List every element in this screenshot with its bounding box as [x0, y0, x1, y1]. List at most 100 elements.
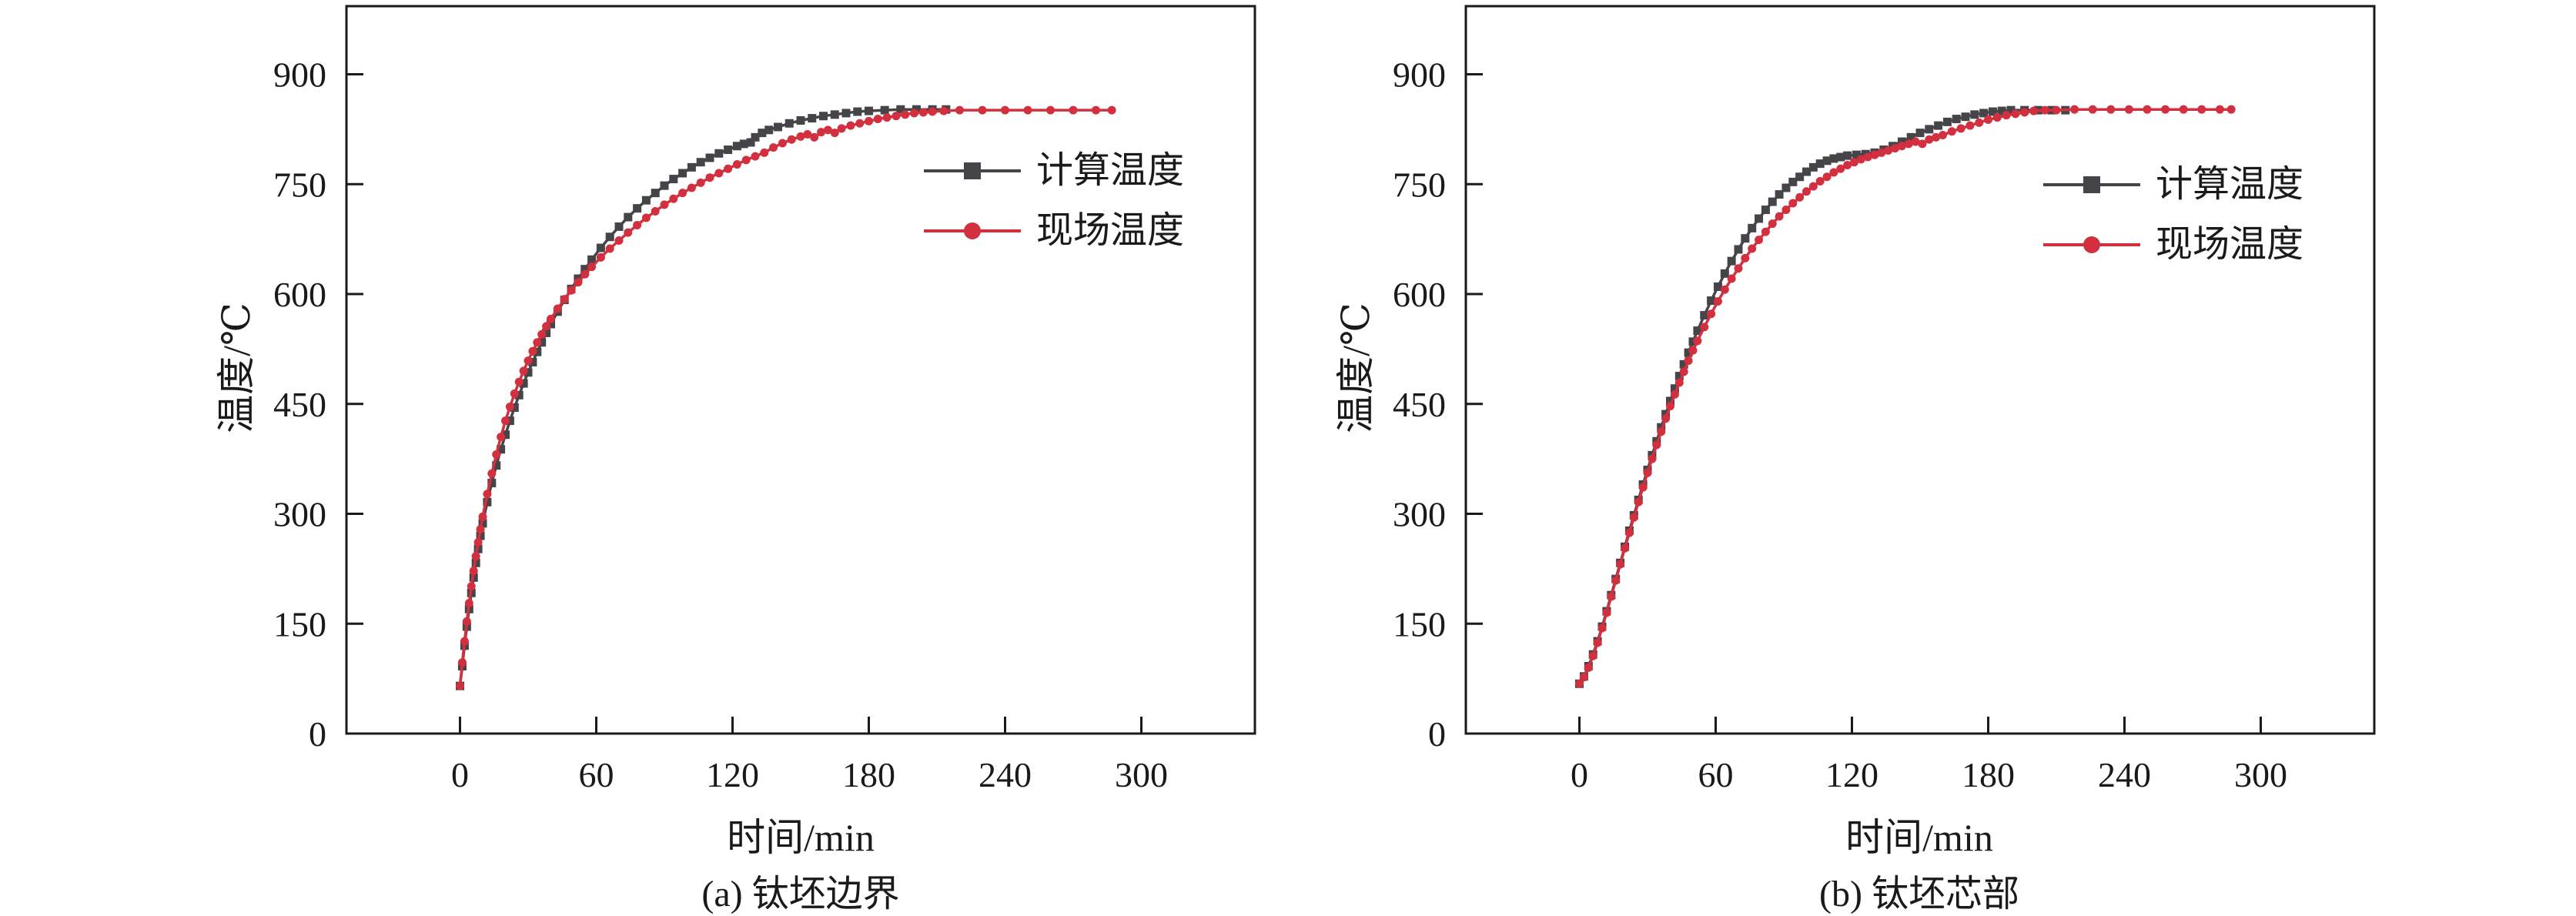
series-marker-square-0 — [865, 106, 873, 115]
series-marker-square-0 — [505, 416, 514, 426]
series-marker-square-0 — [624, 212, 633, 222]
series-marker-circle-0 — [669, 194, 678, 203]
series-marker-circle-0 — [865, 116, 873, 125]
y-tick-label-0: 150 — [273, 604, 326, 644]
series-line-circle-0 — [458, 109, 1112, 687]
series-marker-circle-0 — [978, 105, 987, 115]
series-marker-circle-0 — [651, 206, 660, 216]
series-marker-square-1 — [1829, 154, 1838, 163]
series-marker-circle-0 — [787, 135, 796, 144]
series-marker-circle-0 — [823, 125, 832, 135]
series-marker-circle-0 — [1046, 105, 1055, 115]
series-marker-square-1 — [1997, 106, 2006, 115]
series-marker-circle-1 — [1939, 130, 1947, 139]
series-marker-circle-1 — [1688, 346, 1698, 355]
series-marker-square-0 — [819, 112, 828, 121]
series-marker-circle-1 — [1992, 113, 2002, 122]
series-marker-circle-1 — [1815, 176, 1825, 186]
series-marker-circle-0 — [605, 244, 614, 253]
series-marker-circle-1 — [2070, 105, 2079, 114]
series-marker-circle-0 — [462, 617, 471, 626]
series-marker-circle-1 — [1579, 673, 1588, 682]
series-marker-square-1 — [1768, 197, 1777, 206]
series-marker-circle-0 — [760, 148, 769, 157]
series-marker-circle-0 — [614, 236, 624, 246]
series-marker-circle-0 — [574, 278, 583, 287]
legend-label-calculated-a: 计算温度 — [1036, 150, 1185, 191]
series-marker-square-1 — [1815, 159, 1825, 169]
series-marker-circle-1 — [1634, 497, 1643, 506]
series-marker-square-0 — [669, 175, 678, 184]
x-tick-label-1: 0 — [1571, 755, 1588, 794]
series-marker-circle-1 — [1624, 528, 1634, 537]
series-marker-square-1 — [1906, 132, 1915, 142]
series-marker-circle-1 — [1843, 161, 1852, 170]
legend-marker-square-1 — [2083, 176, 2100, 193]
series-line-square-1 — [1578, 109, 2066, 685]
series-marker-circle-1 — [1575, 679, 1584, 688]
series-marker-square-1 — [1822, 156, 1832, 165]
series-marker-square-0 — [497, 445, 506, 454]
series-marker-square-0 — [705, 153, 714, 162]
series-marker-square-0 — [739, 139, 748, 149]
series-marker-square-0 — [542, 328, 551, 337]
series-marker-square-0 — [587, 255, 597, 264]
series-marker-square-0 — [912, 105, 921, 114]
series-marker-circle-0 — [660, 200, 669, 209]
series-marker-circle-0 — [553, 304, 562, 313]
series-marker-circle-1 — [1597, 623, 1607, 633]
series-marker-circle-1 — [1748, 244, 1757, 253]
series-marker-square-0 — [796, 115, 805, 125]
series-marker-circle-1 — [1932, 132, 1941, 142]
series-marker-square-1 — [1934, 121, 1943, 130]
series-marker-circle-0 — [497, 433, 506, 442]
series-marker-circle-1 — [1984, 115, 1992, 125]
series-marker-circle-0 — [837, 124, 846, 133]
x-tick-label-1: 120 — [1825, 755, 1878, 794]
series-marker-circle-0 — [939, 106, 948, 115]
series-marker-circle-0 — [537, 329, 547, 339]
series-marker-circle-0 — [928, 107, 937, 116]
y-tick-label-1: 300 — [1393, 495, 1446, 534]
series-marker-square-1 — [1775, 190, 1784, 199]
series-marker-square-0 — [785, 119, 794, 128]
series-marker-circle-0 — [910, 109, 918, 118]
series-marker-square-1 — [1688, 337, 1698, 346]
series-marker-circle-1 — [1884, 145, 1893, 155]
series-marker-circle-1 — [1602, 608, 1611, 617]
series-marker-circle-0 — [567, 286, 576, 295]
series-marker-circle-1 — [1768, 219, 1777, 229]
series-marker-circle-0 — [705, 173, 714, 182]
series-marker-circle-1 — [1761, 227, 1770, 236]
series-marker-circle-1 — [1607, 592, 1616, 601]
series-marker-square-0 — [724, 145, 733, 155]
series-marker-circle-0 — [560, 295, 569, 304]
series-marker-circle-1 — [1918, 139, 1927, 149]
series-marker-square-0 — [746, 138, 755, 147]
series-marker-square-1 — [1942, 117, 1952, 126]
series-marker-circle-0 — [741, 155, 751, 165]
series-marker-circle-0 — [460, 637, 469, 646]
series-marker-circle-0 — [505, 403, 514, 412]
series-marker-circle-1 — [1925, 135, 1934, 144]
series-marker-circle-0 — [501, 416, 510, 426]
y-axis-title-a: 温度/℃ — [215, 303, 258, 433]
legend-marker-circle-1 — [2083, 236, 2100, 253]
series-marker-circle-1 — [1947, 127, 1956, 136]
series-marker-circle-0 — [1107, 105, 1116, 115]
series-marker-circle-0 — [1092, 105, 1100, 115]
series-marker-square-0 — [678, 169, 687, 178]
series-marker-circle-0 — [587, 262, 597, 272]
series-marker-circle-0 — [873, 115, 882, 124]
x-axis-title-b: 时间/min — [1845, 816, 1993, 859]
x-axis-title-a: 时间/min — [727, 816, 875, 859]
series-marker-circle-0 — [803, 130, 812, 139]
y-tick-label-0: 0 — [309, 714, 326, 754]
series-marker-circle-1 — [1593, 638, 1602, 647]
series-marker-square-0 — [830, 110, 839, 119]
series-marker-square-1 — [1748, 223, 1757, 232]
y-tick-label-1: 900 — [1393, 55, 1446, 95]
series-marker-square-0 — [633, 204, 642, 213]
series-marker-square-1 — [1795, 172, 1805, 182]
